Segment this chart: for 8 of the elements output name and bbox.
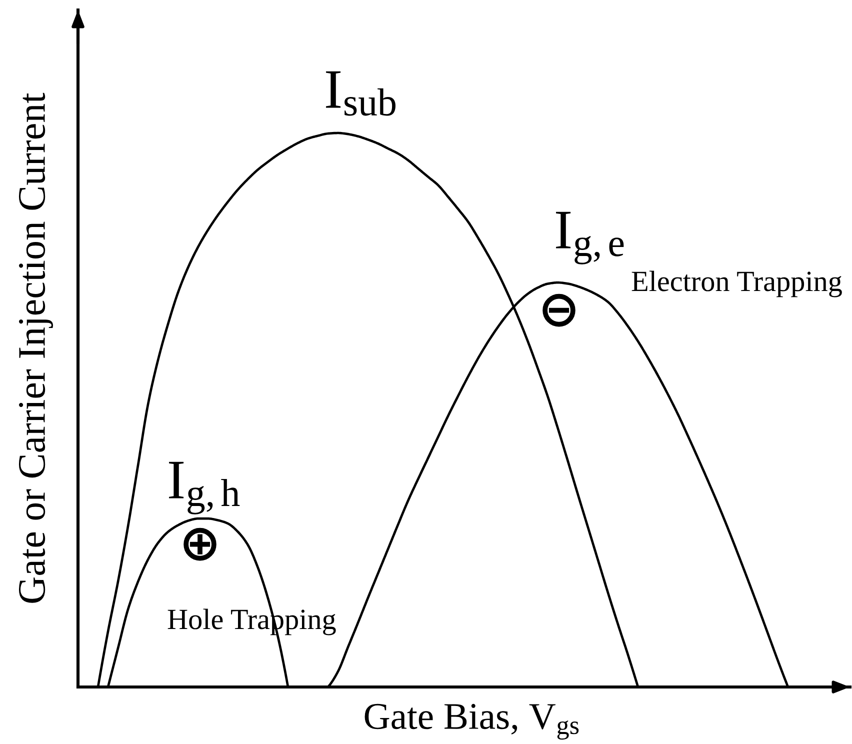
annotation: ⊖ [542,294,576,327]
series-label: I$_{g,e}$ [556,212,624,264]
annotation: ⊕ [184,528,216,561]
annotation: Electron Trapping [632,270,842,298]
series-label: I$_{g,h}$ [169,462,240,514]
x-axis-title: Gate Bias, V$_{gs}$ [364,704,579,740]
y-axis-title: Gate or Carrier Injection Current [18,92,53,603]
series-label: I$_{sub}$ [326,71,396,116]
